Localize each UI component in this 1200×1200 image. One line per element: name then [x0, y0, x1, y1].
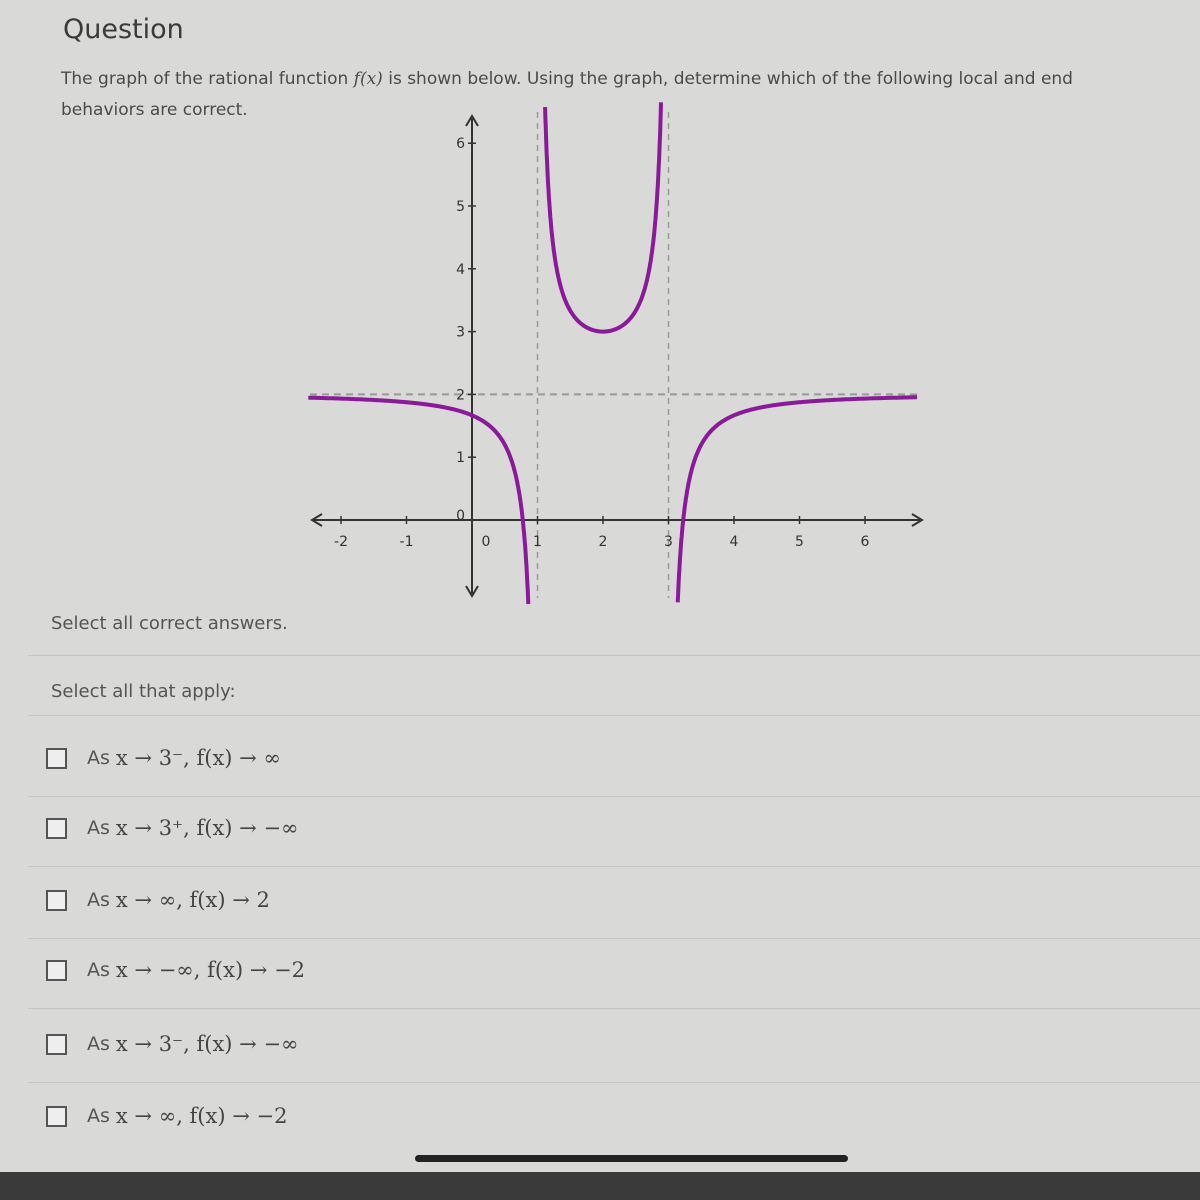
answer-option[interactable]: As x → −∞, f(x) → −2	[46, 958, 305, 982]
divider	[28, 715, 1200, 716]
page-title: Question	[63, 14, 184, 45]
x-tick-label: -1	[400, 534, 414, 550]
home-indicator	[415, 1155, 848, 1162]
y-tick-label: 6	[456, 136, 465, 152]
y-tick-label: 0	[456, 508, 465, 524]
y-tick-label: 2	[456, 387, 465, 403]
y-tick-label: 4	[456, 262, 465, 278]
x-tick-label: 3	[664, 534, 673, 550]
divider	[28, 1008, 1200, 1009]
answer-option[interactable]: As x → ∞, f(x) → −2	[46, 1104, 287, 1128]
divider	[28, 938, 1200, 939]
option-prefix: As	[87, 817, 110, 839]
option-prefix: As	[87, 747, 110, 769]
divider	[28, 866, 1200, 867]
checkbox[interactable]	[46, 1105, 67, 1127]
y-tick-label: 1	[456, 450, 465, 466]
function-curve	[543, 102, 663, 334]
function-name: f(x)	[353, 69, 383, 89]
select-apply-label: Select all that apply:	[51, 681, 236, 702]
x-tick-label: 4	[730, 534, 739, 550]
checkbox[interactable]	[46, 817, 67, 839]
option-prefix: As	[87, 959, 110, 981]
option-math: x → ∞, f(x) → 2	[115, 888, 270, 912]
y-tick-label: 5	[456, 199, 465, 215]
function-curve	[308, 395, 531, 605]
answer-option[interactable]: As x → 3⁻, f(x) → ∞	[46, 746, 281, 770]
y-axis-arrows	[465, 114, 479, 598]
x-tick-label: 1	[533, 534, 542, 550]
divider	[28, 655, 1200, 656]
option-math: x → 3⁻, f(x) → −∞	[115, 1032, 299, 1056]
option-math: x → 3⁻, f(x) → ∞	[115, 746, 281, 770]
checkbox[interactable]	[46, 889, 67, 911]
option-math: x → −∞, f(x) → −2	[115, 958, 306, 982]
option-prefix: As	[87, 889, 110, 911]
answer-option[interactable]: As x → 3⁺, f(x) → −∞	[46, 816, 299, 840]
screen-bezel	[0, 1172, 1200, 1200]
x-tick-label: 2	[599, 534, 608, 550]
x-tick-label: 5	[795, 534, 804, 550]
rational-function-graph: -2 -1 0 1 2 3 4 5 6 0 1 2 3 4 5 6	[308, 102, 924, 605]
question-text: The graph of the rational function f(x) …	[61, 64, 1141, 126]
option-prefix: As	[87, 1033, 110, 1055]
divider	[28, 1082, 1200, 1083]
checkbox[interactable]	[46, 1033, 67, 1055]
option-prefix: As	[87, 1105, 110, 1127]
y-tick-label: 3	[456, 325, 465, 341]
option-math: x → ∞, f(x) → −2	[115, 1104, 288, 1128]
checkbox[interactable]	[46, 747, 67, 769]
answer-option[interactable]: As x → ∞, f(x) → 2	[46, 888, 270, 912]
x-tick-label: -2	[334, 534, 348, 550]
checkbox[interactable]	[46, 959, 67, 981]
x-tick-label: 0	[482, 534, 491, 550]
divider	[28, 796, 1200, 797]
select-correct-label: Select all correct answers.	[51, 613, 288, 634]
question-text-start: The graph of the rational function	[61, 69, 354, 89]
option-math: x → 3⁺, f(x) → −∞	[115, 816, 299, 840]
function-curve	[675, 395, 918, 603]
question-text-end: is shown below. Using the graph, determi…	[61, 69, 1073, 120]
x-tick-label: 6	[861, 534, 870, 550]
answer-option[interactable]: As x → 3⁻, f(x) → −∞	[46, 1032, 299, 1056]
x-axis-arrows	[310, 513, 924, 527]
